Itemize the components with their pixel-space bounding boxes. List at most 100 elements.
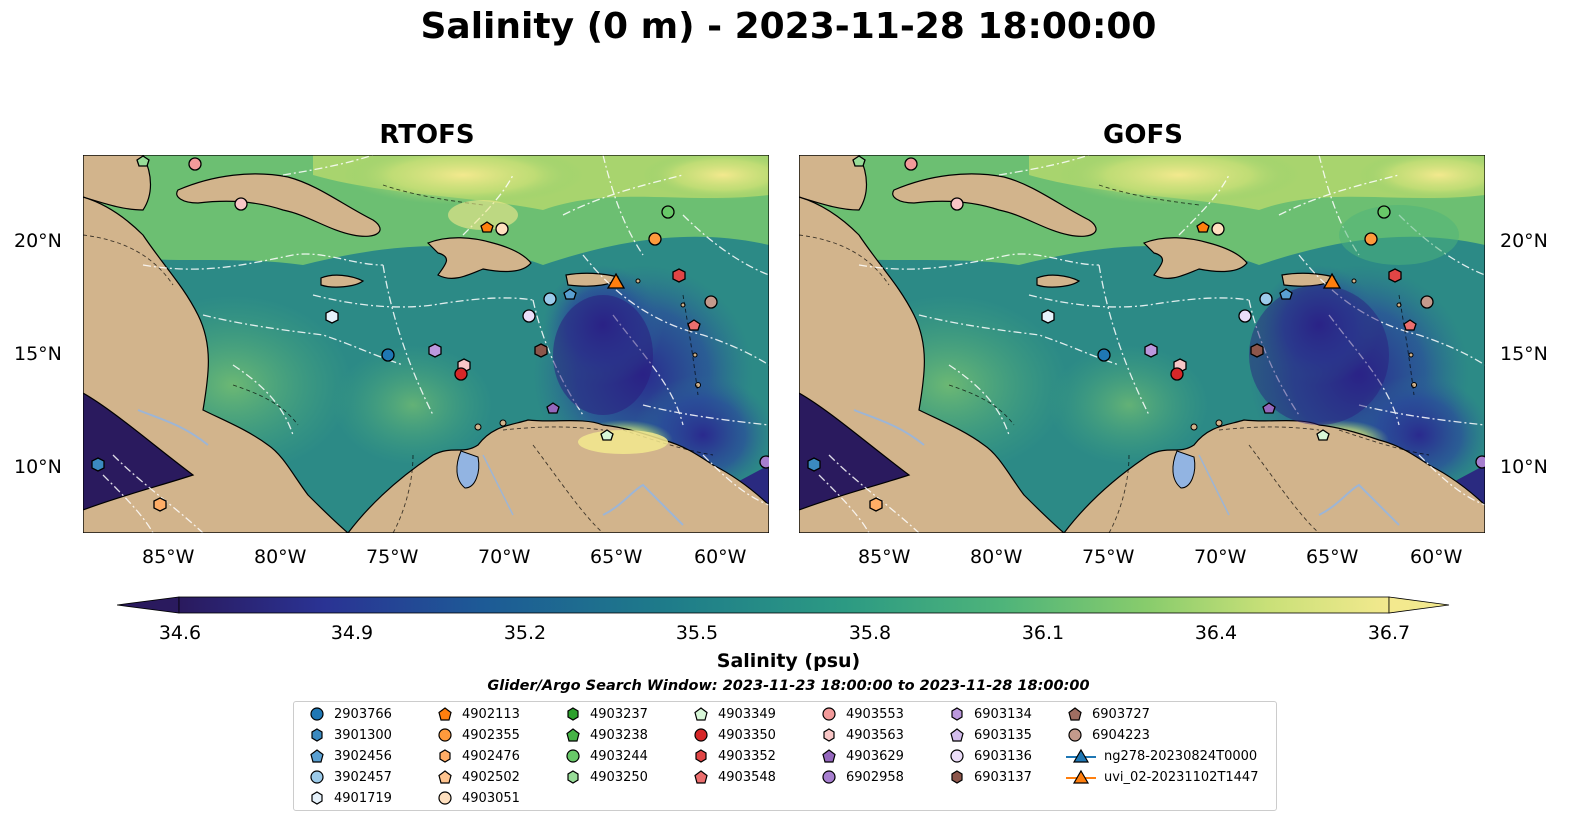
legend-label: uvi_02-20231102T1447 [1104, 769, 1259, 785]
legend-label: 4903563 [846, 727, 904, 743]
legend-entry: 4903238 [564, 727, 648, 743]
legend-label: 3902456 [334, 748, 392, 764]
legend-entry: 6903137 [948, 769, 1032, 785]
legend-label: 4901719 [334, 790, 392, 806]
legend-label: 4903553 [846, 706, 904, 722]
colorbar-label: Salinity (psu) [716, 650, 861, 672]
lat-label-10n-left: 10°N [14, 456, 62, 478]
legend-marker-icon [822, 749, 836, 763]
legend-marker-icon [695, 749, 707, 763]
legend-label: 6903727 [1092, 706, 1150, 722]
legend-entry: 6903134 [948, 706, 1032, 722]
legend-entry: 4903352 [692, 748, 776, 764]
legend-label: 4903350 [718, 727, 776, 743]
colorbar-tick-label: 36.4 [1194, 622, 1238, 644]
colorbar [117, 596, 1450, 614]
lon-label-85w-gofs: 85°W [858, 546, 911, 568]
legend-entry: 4903629 [820, 748, 904, 764]
legend-entry: 4903553 [820, 706, 904, 722]
legend-label: 4903349 [718, 706, 776, 722]
legend-label: 4903244 [590, 748, 648, 764]
lon-label-65w-gofs: 65°W [1306, 546, 1359, 568]
legend-entry: 2903766 [308, 706, 392, 722]
legend-marker-icon [950, 728, 964, 742]
lat-label-15n-right: 15°N [1500, 343, 1548, 365]
legend-label: 4903548 [718, 769, 776, 785]
colorbar-tick-label: 36.7 [1367, 622, 1411, 644]
legend-marker-icon [950, 749, 964, 763]
legend-label: 4903238 [590, 727, 648, 743]
legend-label: 4903352 [718, 748, 776, 764]
legend-label: 6903134 [974, 706, 1032, 722]
legend-label: 4903237 [590, 706, 648, 722]
legend-entry: 6903135 [948, 727, 1032, 743]
legend-entry: 4903563 [820, 727, 904, 743]
legend-entry: 4903237 [564, 706, 648, 722]
rtofs-float-markers[interactable] [91, 155, 769, 512]
legend-marker-icon [311, 728, 323, 742]
legend-entry: 6902958 [820, 769, 904, 785]
legend-entry: 4902476 [436, 748, 520, 764]
legend-label: 4902113 [462, 706, 520, 722]
legend-entry: 4902502 [436, 769, 520, 785]
lat-label-15n-left: 15°N [14, 343, 62, 365]
legend-entry: 4903250 [564, 769, 648, 785]
lon-label-70w-gofs: 70°W [1194, 546, 1247, 568]
legend-entry: 3902456 [308, 748, 392, 764]
legend-label: 3901300 [334, 727, 392, 743]
legend-label: 6904223 [1092, 727, 1150, 743]
legend-marker-icon [438, 728, 452, 742]
panel-title-gofs: GOFS [1103, 120, 1183, 150]
lon-label-80w-gofs: 80°W [970, 546, 1023, 568]
legend-marker-icon [1068, 707, 1082, 721]
colorbar-tick-label: 34.6 [158, 622, 202, 644]
legend-label: 4902355 [462, 727, 520, 743]
legend-marker-icon [438, 770, 452, 784]
lon-label-85w-rtofs: 85°W [142, 546, 195, 568]
legend-marker-icon [822, 770, 836, 784]
legend-entry: 6903136 [948, 748, 1032, 764]
lon-label-75w-gofs: 75°W [1082, 546, 1135, 568]
legend-entry: 4902113 [436, 706, 520, 722]
legend-marker-icon [694, 728, 708, 742]
legend-entry: 6903727 [1066, 706, 1150, 722]
legend-entry: 4901719 [308, 790, 392, 806]
lon-label-60w-rtofs: 60°W [694, 546, 747, 568]
legend-entry: ng278-20230824T0000 [1066, 748, 1257, 764]
legend-marker-icon [310, 770, 324, 784]
legend-label: 6902958 [846, 769, 904, 785]
legend-marker-icon [566, 749, 580, 763]
legend-label: 6903135 [974, 727, 1032, 743]
legend-marker-icon [567, 770, 579, 784]
legend-label: 6903137 [974, 769, 1032, 785]
colorbar-tick-label: 35.2 [503, 622, 547, 644]
legend-label: ng278-20230824T0000 [1104, 748, 1258, 764]
legend-marker-icon [438, 707, 452, 721]
legend-entry: 4902355 [436, 727, 520, 743]
lon-label-75w-rtofs: 75°W [366, 546, 419, 568]
colorbar-tick-label: 35.5 [675, 622, 719, 644]
legend-marker-icon [1068, 728, 1082, 742]
legend-label: 4902476 [462, 748, 520, 764]
legend-label: 3902457 [334, 769, 392, 785]
float-legend: 2903766 3901300 3902456 3902457 4901719 49021… [293, 701, 1277, 811]
legend-label: 4903629 [846, 748, 904, 764]
lat-label-20n-left: 20°N [14, 230, 62, 252]
legend-marker-icon [951, 707, 963, 721]
legend-marker-icon [823, 728, 835, 742]
legend-marker-icon [310, 749, 324, 763]
gofs-float-markers[interactable] [807, 155, 1485, 512]
lat-label-10n-right: 10°N [1500, 456, 1548, 478]
legend-marker-icon [310, 707, 324, 721]
legend-entry: 4903244 [564, 748, 648, 764]
colorbar-tick-label: 35.8 [848, 622, 892, 644]
legend-label: 2903766 [334, 706, 392, 722]
lon-label-60w-gofs: 60°W [1410, 546, 1463, 568]
legend-entry: 3901300 [308, 727, 392, 743]
gofs-map[interactable] [799, 155, 1485, 533]
rtofs-map[interactable] [83, 155, 769, 533]
legend-entry: 4903051 [436, 790, 520, 806]
legend-marker-icon [566, 728, 580, 742]
colorbar-tick-label: 36.1 [1021, 622, 1065, 644]
legend-marker-icon [567, 707, 579, 721]
